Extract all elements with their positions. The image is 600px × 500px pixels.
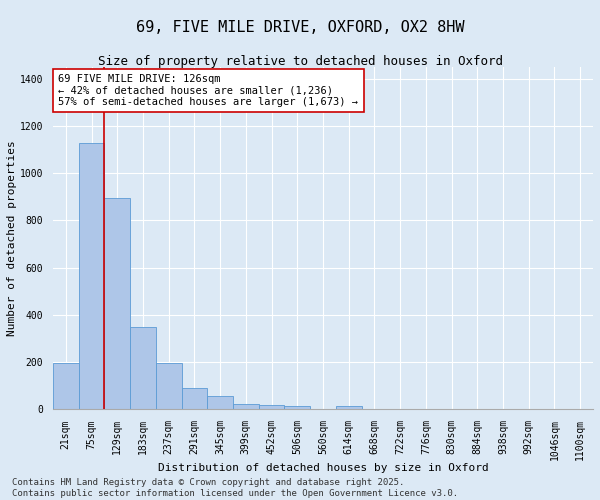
Y-axis label: Number of detached properties: Number of detached properties xyxy=(7,140,17,336)
Bar xyxy=(79,142,104,410)
Text: Size of property relative to detached houses in Oxford: Size of property relative to detached ho… xyxy=(97,55,503,68)
Bar xyxy=(259,404,284,409)
Bar xyxy=(130,327,156,409)
Bar xyxy=(233,404,259,409)
Bar xyxy=(182,388,207,409)
Bar xyxy=(284,406,310,409)
Bar xyxy=(207,396,233,409)
X-axis label: Distribution of detached houses by size in Oxford: Distribution of detached houses by size … xyxy=(158,463,488,473)
Bar xyxy=(156,364,182,410)
Text: Contains HM Land Registry data © Crown copyright and database right 2025.
Contai: Contains HM Land Registry data © Crown c… xyxy=(12,478,458,498)
Bar xyxy=(336,406,362,409)
Text: 69 FIVE MILE DRIVE: 126sqm
← 42% of detached houses are smaller (1,236)
57% of s: 69 FIVE MILE DRIVE: 126sqm ← 42% of deta… xyxy=(58,74,358,107)
Bar xyxy=(53,364,79,410)
Bar xyxy=(104,198,130,410)
Text: 69, FIVE MILE DRIVE, OXFORD, OX2 8HW: 69, FIVE MILE DRIVE, OXFORD, OX2 8HW xyxy=(136,20,464,35)
